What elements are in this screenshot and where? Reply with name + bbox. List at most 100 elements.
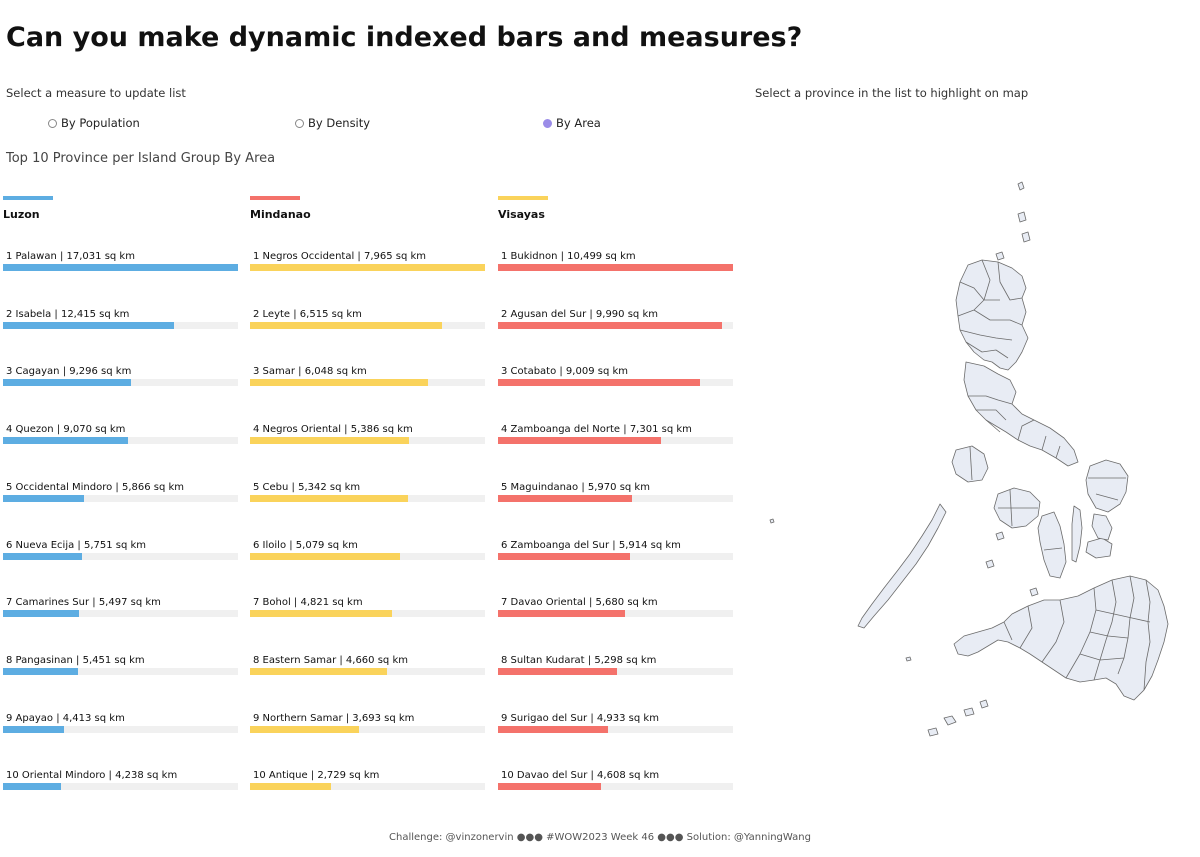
map-province[interactable] xyxy=(957,259,1023,359)
province-row[interactable]: 7 Bohol | 4,821 sq km xyxy=(250,597,486,627)
map-province[interactable] xyxy=(968,395,1061,459)
indexed-bar[interactable] xyxy=(250,667,388,675)
province-row[interactable]: 5 Maguindanao | 5,970 sq km xyxy=(498,482,734,512)
province-row[interactable]: 4 Zamboanga del Norte | 7,301 sq km xyxy=(498,424,734,454)
indexed-bar[interactable] xyxy=(498,379,700,387)
province-row[interactable]: 8 Pangasinan | 5,451 sq km xyxy=(3,655,239,685)
indexed-bar[interactable] xyxy=(250,264,485,271)
indexed-bar[interactable] xyxy=(250,437,409,445)
indexed-bar[interactable] xyxy=(3,610,79,618)
province-row[interactable]: 7 Camarines Sur | 5,497 sq km xyxy=(3,597,239,627)
province-row[interactable]: 9 Apayao | 4,413 sq km xyxy=(3,713,239,743)
map-province[interactable] xyxy=(1037,511,1067,579)
map-province[interactable] xyxy=(857,503,947,629)
indexed-bar[interactable] xyxy=(498,667,617,675)
province-row[interactable]: 3 Cagayan | 9,296 sq km xyxy=(3,366,239,396)
province-label: 7 Davao Oriental | 5,680 sq km xyxy=(501,597,658,609)
province-row[interactable]: 3 Cotabato | 9,009 sq km xyxy=(498,366,734,396)
province-label: 6 Nueva Ecija | 5,751 sq km xyxy=(6,539,147,551)
indexed-bar[interactable] xyxy=(250,321,443,329)
province-row[interactable]: 8 Eastern Samar | 4,660 sq km xyxy=(250,655,486,685)
map-province[interactable] xyxy=(1071,505,1083,563)
indexed-bar[interactable] xyxy=(498,783,602,791)
indexed-bar[interactable] xyxy=(498,725,609,733)
indexed-bar[interactable] xyxy=(250,610,393,618)
indexed-bar[interactable] xyxy=(250,552,400,560)
province-row[interactable]: 2 Isabela | 12,415 sq km xyxy=(3,309,239,339)
philippines-map[interactable] xyxy=(760,170,1190,760)
province-label: 10 Davao del Sur | 4,608 sq km xyxy=(501,770,660,782)
map-province[interactable] xyxy=(953,575,1169,701)
indexed-bar[interactable] xyxy=(3,725,64,733)
map-province[interactable] xyxy=(951,445,989,483)
map-province[interactable] xyxy=(927,699,989,737)
province-row[interactable]: 5 Cebu | 5,342 sq km xyxy=(250,482,486,512)
indexed-bar[interactable] xyxy=(3,379,132,387)
radio-dot-icon[interactable] xyxy=(48,118,57,128)
map-province[interactable] xyxy=(998,489,1038,527)
radio-by-density[interactable]: By Density xyxy=(295,116,370,130)
indexed-bar-track xyxy=(250,783,485,791)
radio-by-population[interactable]: By Population xyxy=(48,116,140,130)
province-label: 8 Pangasinan | 5,451 sq km xyxy=(6,654,145,666)
province-row[interactable]: 8 Sultan Kudarat | 5,298 sq km xyxy=(498,655,734,685)
indexed-bar[interactable] xyxy=(3,437,129,445)
province-label: 10 Antique | 2,729 sq km xyxy=(253,770,380,782)
map-province[interactable] xyxy=(1003,575,1151,691)
province-row[interactable]: 9 Surigao del Sur | 4,933 sq km xyxy=(498,713,734,743)
province-label: 3 Cagayan | 9,296 sq km xyxy=(6,366,132,378)
map-prompt: Select a province in the list to highlig… xyxy=(755,86,1029,100)
province-row[interactable]: 6 Zamboanga del Sur | 5,914 sq km xyxy=(498,540,734,570)
map-province[interactable] xyxy=(1088,477,1126,501)
radio-dot-icon[interactable] xyxy=(295,118,304,128)
indexed-bar[interactable] xyxy=(3,494,84,502)
map-province[interactable] xyxy=(969,446,973,481)
radio-dot-icon[interactable] xyxy=(543,118,552,128)
indexed-bar[interactable] xyxy=(3,783,62,791)
province-row[interactable]: 1 Palawan | 17,031 sq km xyxy=(3,251,239,281)
province-row[interactable]: 7 Davao Oriental | 5,680 sq km xyxy=(498,597,734,627)
map-province[interactable] xyxy=(963,361,1079,467)
indexed-bar[interactable] xyxy=(3,667,79,675)
province-row[interactable]: 10 Antique | 2,729 sq km xyxy=(250,770,486,800)
indexed-bar[interactable] xyxy=(498,321,722,329)
province-row[interactable]: 4 Quezon | 9,070 sq km xyxy=(3,424,239,454)
indexed-bar[interactable] xyxy=(3,264,238,271)
indexed-bar[interactable] xyxy=(498,494,632,502)
province-row[interactable]: 10 Davao del Sur | 4,608 sq km xyxy=(498,770,734,800)
province-row[interactable]: 6 Nueva Ecija | 5,751 sq km xyxy=(3,540,239,570)
indexed-bar[interactable] xyxy=(250,725,359,733)
map-province[interactable] xyxy=(1043,547,1063,551)
province-row[interactable]: 6 Iloilo | 5,079 sq km xyxy=(250,540,486,570)
map-province[interactable] xyxy=(1085,459,1129,513)
indexed-bar[interactable] xyxy=(498,264,733,271)
province-row[interactable]: 5 Occidental Mindoro | 5,866 sq km xyxy=(3,482,239,512)
indexed-bar-track xyxy=(498,725,733,733)
indexed-bar[interactable] xyxy=(498,437,662,445)
province-row[interactable]: 2 Agusan del Sur | 9,990 sq km xyxy=(498,309,734,339)
map-province[interactable] xyxy=(1085,537,1113,559)
province-row[interactable]: 3 Samar | 6,048 sq km xyxy=(250,366,486,396)
province-row[interactable]: 1 Negros Occidental | 7,965 sq km xyxy=(250,251,486,281)
map-province[interactable] xyxy=(1091,513,1113,541)
indexed-bar[interactable] xyxy=(250,783,331,791)
indexed-bar[interactable] xyxy=(498,610,626,618)
footer-credits: Challenge: @vinzonervin ●●● #WOW2023 Wee… xyxy=(389,832,811,843)
indexed-bar[interactable] xyxy=(250,379,429,387)
radio-by-area[interactable]: By Area xyxy=(543,116,601,130)
column-header: Visayas xyxy=(498,208,545,221)
province-row[interactable]: 9 Northern Samar | 3,693 sq km xyxy=(250,713,486,743)
province-label: 2 Agusan del Sur | 9,990 sq km xyxy=(501,308,658,320)
province-row[interactable]: 1 Bukidnon | 10,499 sq km xyxy=(498,251,734,281)
indexed-bar[interactable] xyxy=(498,552,631,560)
map-province[interactable] xyxy=(769,181,1039,662)
province-row[interactable]: 4 Negros Oriental | 5,386 sq km xyxy=(250,424,486,454)
indexed-bar[interactable] xyxy=(3,552,83,560)
indexed-bar[interactable] xyxy=(250,494,408,502)
province-row[interactable]: 2 Leyte | 6,515 sq km xyxy=(250,309,486,339)
map-province[interactable] xyxy=(955,259,1029,371)
indexed-bar-track xyxy=(250,264,485,271)
province-label: 1 Bukidnon | 10,499 sq km xyxy=(501,251,636,262)
indexed-bar[interactable] xyxy=(3,321,175,329)
province-row[interactable]: 10 Oriental Mindoro | 4,238 sq km xyxy=(3,770,239,800)
